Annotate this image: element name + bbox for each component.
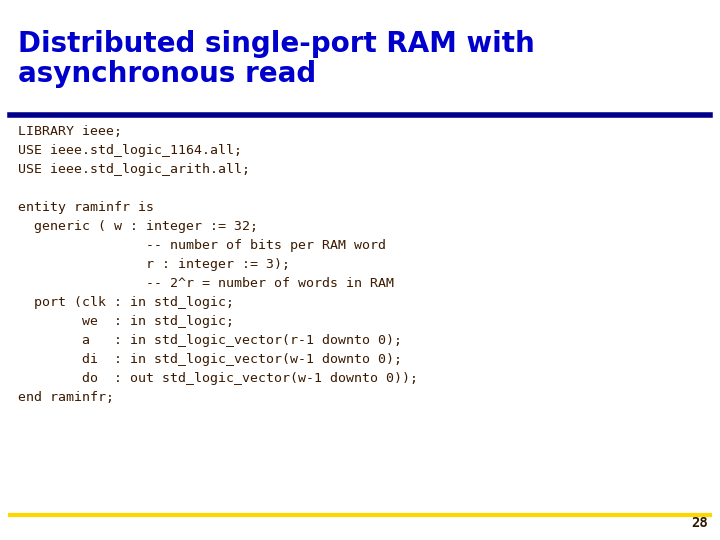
Text: 28: 28 bbox=[691, 516, 708, 530]
Text: LIBRARY ieee;
USE ieee.std_logic_1164.all;
USE ieee.std_logic_arith.all;

entity: LIBRARY ieee; USE ieee.std_logic_1164.al… bbox=[18, 125, 418, 404]
Text: Distributed single-port RAM with
asynchronous read: Distributed single-port RAM with asynchr… bbox=[18, 30, 535, 88]
